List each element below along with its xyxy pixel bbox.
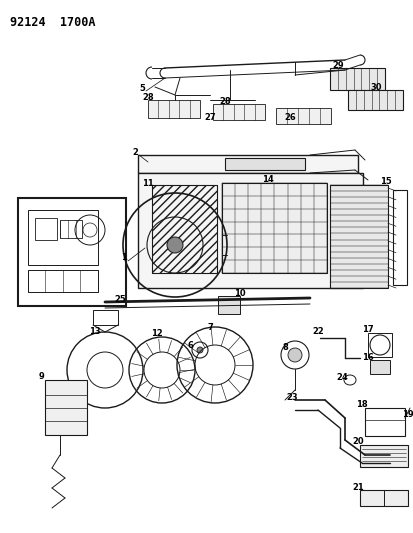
Bar [329,68,384,90]
Text: 92124  1700A: 92124 1700A [10,16,95,29]
Bar [212,104,264,120]
Text: 29: 29 [331,61,343,69]
Text: 7: 7 [206,324,212,333]
Text: 5: 5 [139,84,145,93]
Text: 20: 20 [351,438,363,447]
Text: 24: 24 [335,374,347,383]
Text: 8: 8 [281,343,287,352]
Bar [28,270,98,292]
Bar [224,158,304,170]
Bar [364,408,404,436]
Text: 2: 2 [132,148,138,157]
Text: 28: 28 [218,96,230,106]
Text: 14: 14 [261,175,273,184]
Text: 17: 17 [361,326,373,335]
Bar [329,185,387,288]
Ellipse shape [197,347,202,353]
Text: 27: 27 [204,112,215,122]
Text: 19: 19 [401,410,413,419]
Text: 26: 26 [283,112,295,122]
Bar [275,108,330,124]
Text: 25: 25 [114,295,126,304]
Text: 11: 11 [142,179,154,188]
Bar [392,190,406,285]
Text: 10: 10 [234,288,245,297]
Bar [152,185,216,273]
Text: 30: 30 [369,83,381,92]
Text: 6: 6 [187,342,192,351]
Text: 28: 28 [142,93,154,101]
Text: 16: 16 [361,353,373,362]
Bar [359,445,407,467]
Bar [93,310,118,325]
Bar [138,173,362,288]
Bar [18,198,126,306]
Text: 18: 18 [355,400,367,409]
Bar [152,185,216,273]
Text: 13: 13 [89,327,101,336]
Text: 1: 1 [121,254,127,262]
Bar [221,183,326,273]
Text: 22: 22 [311,327,323,336]
Bar [138,155,357,173]
Bar [28,210,98,265]
Text: 21: 21 [351,483,363,492]
Text: 23: 23 [285,393,297,402]
Ellipse shape [166,237,183,253]
Bar [367,333,391,357]
Bar [218,296,240,314]
Bar [369,360,389,374]
Bar [45,380,87,435]
Bar [35,218,57,240]
Text: 15: 15 [379,177,391,187]
Text: 12: 12 [151,329,162,338]
Bar [147,100,199,118]
Text: 9: 9 [39,373,45,382]
Bar [60,220,82,238]
Bar [347,90,402,110]
Ellipse shape [287,348,301,362]
Bar [359,490,407,506]
